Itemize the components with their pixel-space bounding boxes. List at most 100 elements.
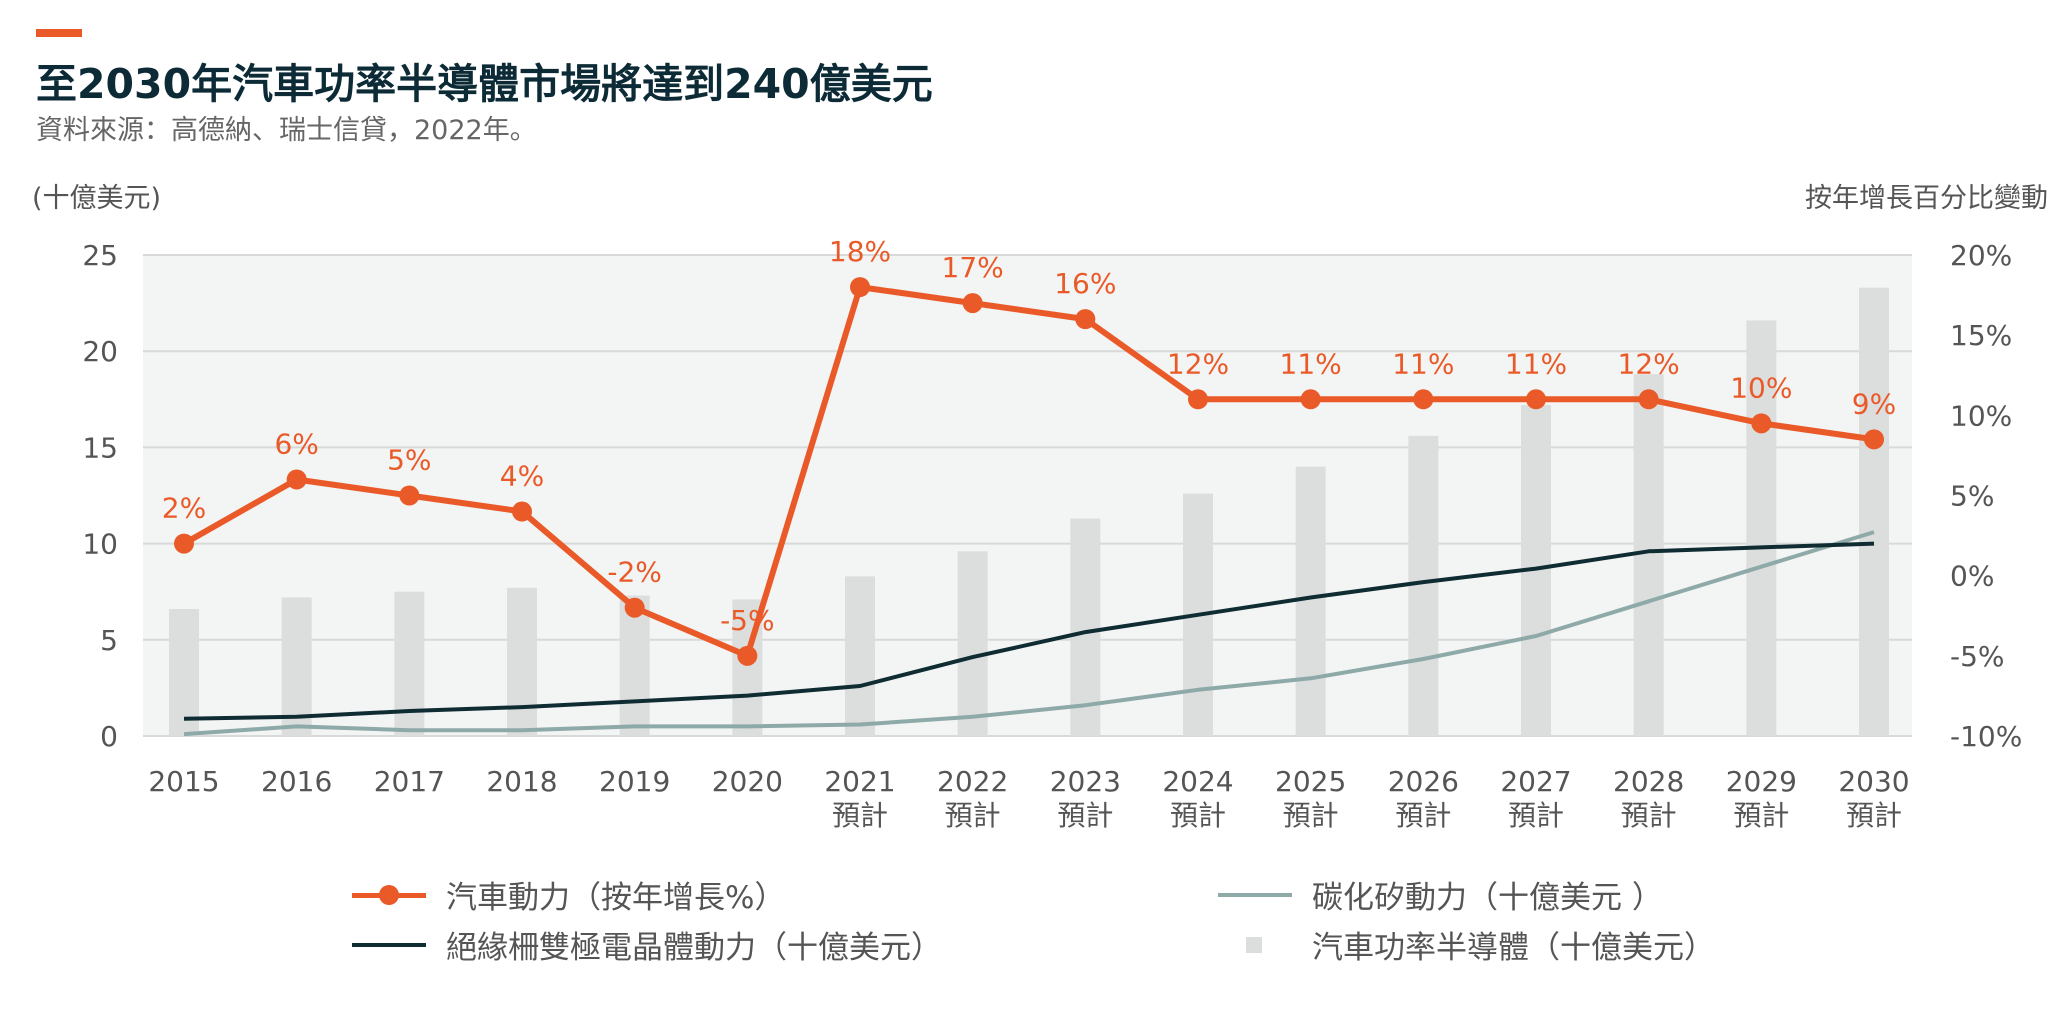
growth-point — [962, 293, 983, 314]
growth-point — [286, 469, 307, 490]
x-tick-sublabel: 預計 — [1733, 799, 1789, 832]
bar — [957, 551, 988, 736]
growth-data-label: 17% — [942, 251, 1004, 284]
x-tick-label: 2016 — [261, 765, 332, 798]
bar — [1070, 518, 1101, 736]
x-tick-sublabel: 預計 — [1283, 799, 1339, 832]
x-tick-label: 2027 — [1500, 765, 1571, 798]
x-tick-label: 2028 — [1613, 765, 1684, 798]
x-tick-label: 2025 — [1275, 765, 1346, 798]
growth-point — [1300, 389, 1321, 410]
x-tick-sublabel: 預計 — [1170, 799, 1226, 832]
x-tick-label: 2029 — [1726, 765, 1797, 798]
x-tick-label: 2024 — [1162, 765, 1233, 798]
growth-point — [1751, 413, 1772, 434]
x-tick-sublabel: 預計 — [1057, 799, 1113, 832]
legend-swatch-growth — [352, 875, 426, 915]
bar — [1633, 374, 1664, 736]
x-tick-label: 2018 — [486, 765, 557, 798]
y-tick-label-left: 10 — [82, 528, 118, 561]
x-tick-label: 2020 — [712, 765, 783, 798]
growth-point — [737, 645, 758, 666]
bar — [169, 609, 199, 736]
growth-point — [1075, 309, 1096, 330]
y-tick-label-left: 15 — [82, 431, 118, 464]
chart-subtitle: 資料來源：高德納、瑞士信貸，2022年。 — [36, 115, 537, 146]
legend-label-sic: 碳化矽動力（十億美元 ） — [1312, 880, 1663, 916]
growth-point — [1413, 389, 1434, 410]
chart-title: 至2030年汽車功率半導體市場將達到240億美元 — [36, 60, 933, 108]
growth-point — [1864, 429, 1884, 450]
growth-data-label: 10% — [1730, 371, 1792, 404]
sic-series-line — [183, 530, 1875, 737]
growth-data-label: 9% — [1852, 387, 1896, 420]
x-tick-sublabel: 預計 — [945, 799, 1001, 832]
bar — [507, 587, 537, 736]
x-tick-sublabel: 預計 — [1395, 799, 1451, 832]
bar — [1859, 287, 1889, 736]
y-tick-label-right: 5% — [1950, 480, 1994, 513]
growth-data-label: -5% — [720, 604, 775, 637]
bar — [394, 591, 425, 736]
growth-data-label: 5% — [387, 444, 431, 477]
legend-item-sic: 碳化矽動力（十億美元 ） — [1218, 872, 1663, 917]
legend-swatch-bars — [1218, 925, 1292, 965]
legend-label-growth: 汽車動力（按年增長%） — [446, 880, 786, 916]
y-tick-label-left: 5 — [100, 624, 118, 657]
y-tick-label-left: 20 — [82, 335, 118, 368]
x-tick-label: 2019 — [599, 765, 670, 798]
bar — [281, 597, 312, 736]
growth-point — [1526, 389, 1546, 410]
x-tick-label: 2030 — [1838, 765, 1909, 798]
right-axis-unit-label: 按年增長百分比變動 — [1805, 183, 2048, 214]
x-tick-label: 2023 — [1050, 765, 1121, 798]
y-tick-label-right: 10% — [1950, 399, 2012, 432]
accent-bar — [36, 29, 82, 37]
growth-data-label: 18% — [829, 235, 891, 268]
growth-data-label: 11% — [1392, 347, 1454, 380]
growth-point — [512, 501, 532, 522]
plot-area — [143, 255, 1912, 736]
bar — [845, 576, 875, 736]
growth-data-label: 12% — [1618, 347, 1680, 380]
growth-data-label: 11% — [1280, 347, 1342, 380]
growth-point — [399, 485, 420, 506]
growth-point — [1638, 389, 1659, 410]
growth-data-label: 12% — [1167, 347, 1229, 380]
x-tick-label: 2017 — [374, 765, 445, 798]
left-axis-unit-label: (十億美元) — [32, 183, 162, 214]
legend-label-bars: 汽車功率半導體（十億美元） — [1312, 930, 1715, 966]
x-tick-sublabel: 預計 — [1846, 799, 1902, 832]
igbt-series-line — [183, 541, 1875, 721]
y-tick-label-right: 0% — [1950, 560, 1994, 593]
y-tick-label-right: -10% — [1950, 720, 2022, 753]
legend-label-igbt: 絕緣柵雙極電晶體動力（十億美元） — [446, 930, 942, 966]
y-tick-label-right: 20% — [1950, 239, 2012, 272]
x-tick-label: 2021 — [824, 765, 895, 798]
y-tick-label-right: -5% — [1950, 640, 2005, 673]
growth-data-label: 11% — [1505, 347, 1567, 380]
growth-point — [624, 597, 645, 618]
y-tick-label-right: 15% — [1950, 319, 2012, 352]
y-tick-label-left: 25 — [82, 239, 118, 272]
growth-point — [1188, 389, 1208, 410]
legend-item-igbt: 絕緣柵雙極電晶體動力（十億美元） — [352, 922, 942, 967]
growth-data-label: 16% — [1054, 267, 1116, 300]
growth-point — [174, 533, 194, 554]
growth-data-label: 4% — [500, 460, 544, 493]
bar — [1295, 466, 1326, 736]
legend-item-bars: 汽車功率半導體（十億美元） — [1218, 922, 1715, 967]
growth-series-line — [182, 284, 1875, 659]
growth-point — [850, 277, 870, 298]
growth-data-label: -2% — [607, 556, 662, 589]
x-tick-label: 2015 — [148, 765, 219, 798]
bar — [1408, 435, 1439, 736]
growth-data-label: 2% — [162, 492, 206, 525]
y-tick-label-left: 0 — [100, 720, 118, 753]
x-tick-label: 2026 — [1388, 765, 1459, 798]
x-tick-sublabel: 預計 — [1508, 799, 1564, 832]
legend-swatch-sic — [1218, 875, 1292, 915]
x-tick-sublabel: 預計 — [832, 799, 888, 832]
legend-item-growth: 汽車動力（按年增長%） — [352, 872, 785, 917]
bar — [1746, 320, 1777, 736]
